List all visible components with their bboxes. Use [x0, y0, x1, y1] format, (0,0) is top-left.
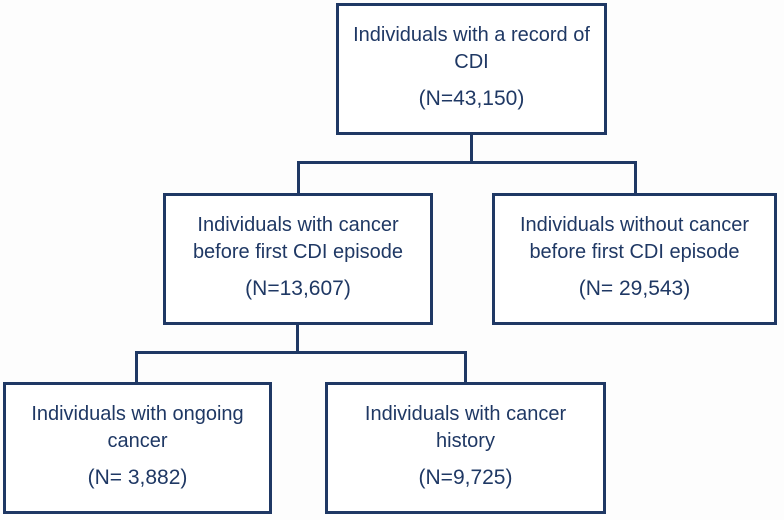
connector-to-cancer-before — [297, 161, 300, 195]
flow-node-ongoing-cancer: Individuals with ongoing cancer (N= 3,88… — [3, 382, 272, 514]
connector-cancer-stem — [296, 325, 299, 354]
node-count: (N=43,150) — [418, 87, 525, 110]
connector-to-cancer-history — [464, 351, 467, 384]
node-label: Individuals with cancer before first CDI… — [192, 214, 404, 263]
node-label: Individuals without cancer before first … — [519, 214, 749, 263]
flow-node-cancer-before-cdi: Individuals with cancer before first CDI… — [163, 193, 433, 325]
node-count: (N=9,725) — [418, 466, 513, 489]
node-count: (N=13,607) — [245, 277, 351, 300]
flow-node-no-cancer-before-cdi: Individuals without cancer before first … — [492, 193, 777, 325]
connector-to-ongoing-cancer — [135, 351, 138, 384]
node-label: Individuals with a record of CDI — [353, 24, 590, 73]
flow-node-record-of-cdi: Individuals with a record of CDI (N=43,1… — [336, 3, 607, 135]
connector-cancer-crossbar — [135, 351, 467, 354]
flow-node-cancer-history: Individuals with cancer history (N=9,725… — [325, 382, 606, 514]
node-count: (N= 29,543) — [578, 277, 691, 300]
node-count: (N= 3,882) — [87, 466, 188, 489]
connector-root-crossbar — [297, 161, 637, 164]
connector-to-no-cancer — [634, 161, 637, 195]
connector-root-stem — [470, 135, 473, 164]
node-label: Individuals with cancer history — [364, 403, 567, 452]
node-label: Individuals with ongoing cancer — [31, 403, 244, 452]
